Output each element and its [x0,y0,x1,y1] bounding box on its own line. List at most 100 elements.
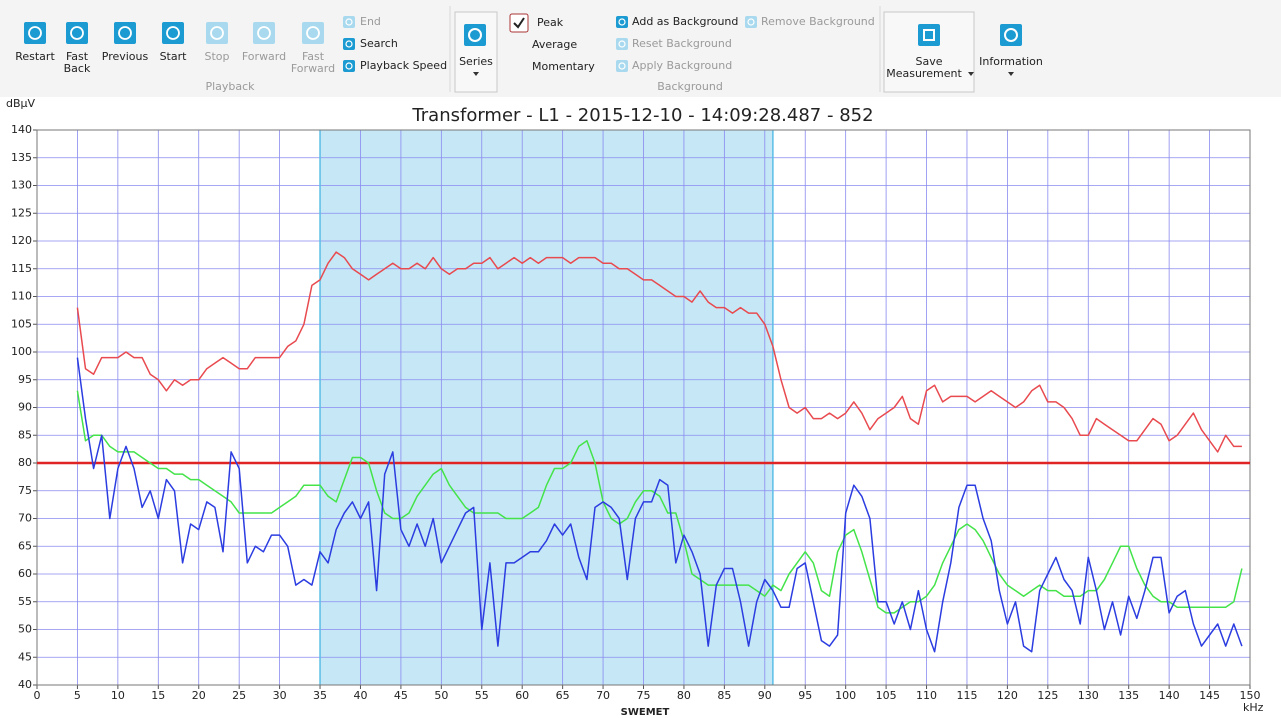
information-button[interactable]: Information [979,55,1043,68]
x-tick-label: 65 [556,689,570,702]
icon-glyph [618,62,626,70]
icon-glyph [210,26,224,40]
button-icon[interactable] [162,22,184,44]
icon-glyph [747,18,755,26]
button-icon[interactable] [302,22,324,44]
option-icon[interactable] [343,16,355,28]
playback-button[interactable]: Fast [66,50,89,63]
plot-border [36,129,1251,686]
icon-glyph [923,29,935,41]
playback-button[interactable]: Forward [291,62,335,75]
y-tick-label: 80 [18,456,32,469]
option-icon[interactable] [343,60,355,72]
playback-button[interactable]: Fast [302,50,325,63]
x-tick-label: 20 [192,689,206,702]
display-option[interactable]: Average [532,38,577,51]
x-tick-label: 45 [394,689,408,702]
dropdown-arrow [473,72,479,76]
button-icon[interactable] [24,22,46,44]
icon-glyph [345,18,353,26]
y-tick-label: 100 [11,345,32,358]
x-tick-label: 40 [353,689,367,702]
x-tick-label: 75 [637,689,651,702]
display-option[interactable]: Peak [537,16,564,29]
series-icon[interactable] [464,24,486,46]
check-mark [513,17,525,29]
icon-glyph [306,26,320,40]
x-tick-label: 55 [475,689,489,702]
x-tick-label: 50 [434,689,448,702]
series-line [76,251,1242,453]
y-tick-label: 90 [18,401,32,414]
y-tick-label: 140 [11,123,32,136]
background-option[interactable]: Reset Background [632,37,732,50]
dropdown-arrow [1008,72,1014,76]
option-icon[interactable] [343,38,355,50]
option-icon[interactable] [616,38,628,50]
y-tick-label: 135 [11,151,32,164]
x-tick-label: 105 [876,689,897,702]
x-tick-label: 110 [916,689,937,702]
save-button[interactable]: Measurement [886,67,962,80]
x-tick-label: 5 [74,689,81,702]
x-tick-label: 0 [34,689,41,702]
group-label: Playback [205,80,255,93]
x-tick-label: 60 [515,689,529,702]
playback-option[interactable]: Playback Speed [360,59,447,72]
playback-option[interactable]: End [360,15,381,28]
y-tick-label: 40 [18,678,32,691]
option-icon[interactable] [616,16,628,28]
save-button[interactable]: Save [915,55,942,68]
playback-button[interactable]: Back [64,62,91,75]
option-icon[interactable] [745,16,757,28]
y-tick-label: 65 [18,539,32,552]
background-option[interactable]: Remove Background [761,15,875,28]
icon-glyph [257,26,271,40]
button-icon[interactable] [66,22,88,44]
button-icon[interactable] [206,22,228,44]
y-tick-label: 50 [18,623,32,636]
logo: SWEMET [621,707,670,718]
y-tick-label: 120 [11,234,32,247]
save-icon[interactable] [918,24,940,46]
playback-option[interactable]: Search [360,37,398,50]
option-icon[interactable] [616,60,628,72]
x-tick-label: 115 [956,689,977,702]
playback-button[interactable]: Restart [15,50,55,63]
x-tick-label: 120 [997,689,1018,702]
x-tick-label: 85 [717,689,731,702]
x-tick-label: 140 [1159,689,1180,702]
icon-glyph [1004,28,1018,42]
playback-button[interactable]: Forward [242,50,286,63]
x-tick-label: 100 [835,689,856,702]
icon-glyph [468,28,482,42]
x-tick-label: 10 [111,689,125,702]
icon-glyph [345,40,353,48]
checkbox[interactable] [509,13,529,33]
icon-glyph [70,26,84,40]
button-icon[interactable] [114,22,136,44]
y-tick-label: 105 [11,317,32,330]
playback-button[interactable]: Previous [102,50,149,63]
icon-glyph [618,18,626,26]
y-tick-label: 60 [18,567,32,580]
y-tick-label: 115 [11,262,32,275]
button-icon[interactable] [253,22,275,44]
display-option[interactable]: Momentary [532,60,595,73]
series-button[interactable]: Series [459,55,493,68]
playback-button[interactable]: Start [160,50,188,63]
y-tick-label: 110 [11,290,32,303]
background-option[interactable]: Add as Background [632,15,738,28]
y-tick-label: 70 [18,512,32,525]
x-tick-label: 150 [1240,689,1261,702]
information-icon[interactable] [1000,24,1022,46]
playback-button[interactable]: Stop [204,50,229,63]
x-tick-label: 25 [232,689,246,702]
y-tick-label: 130 [11,179,32,192]
y-tick-label: 85 [18,428,32,441]
background-option[interactable]: Apply Background [632,59,732,72]
dropdown-arrow [968,72,974,76]
x-tick-label: 70 [596,689,610,702]
chart-title: Transformer - L1 - 2015-12-10 - 14:09:28… [411,105,873,126]
